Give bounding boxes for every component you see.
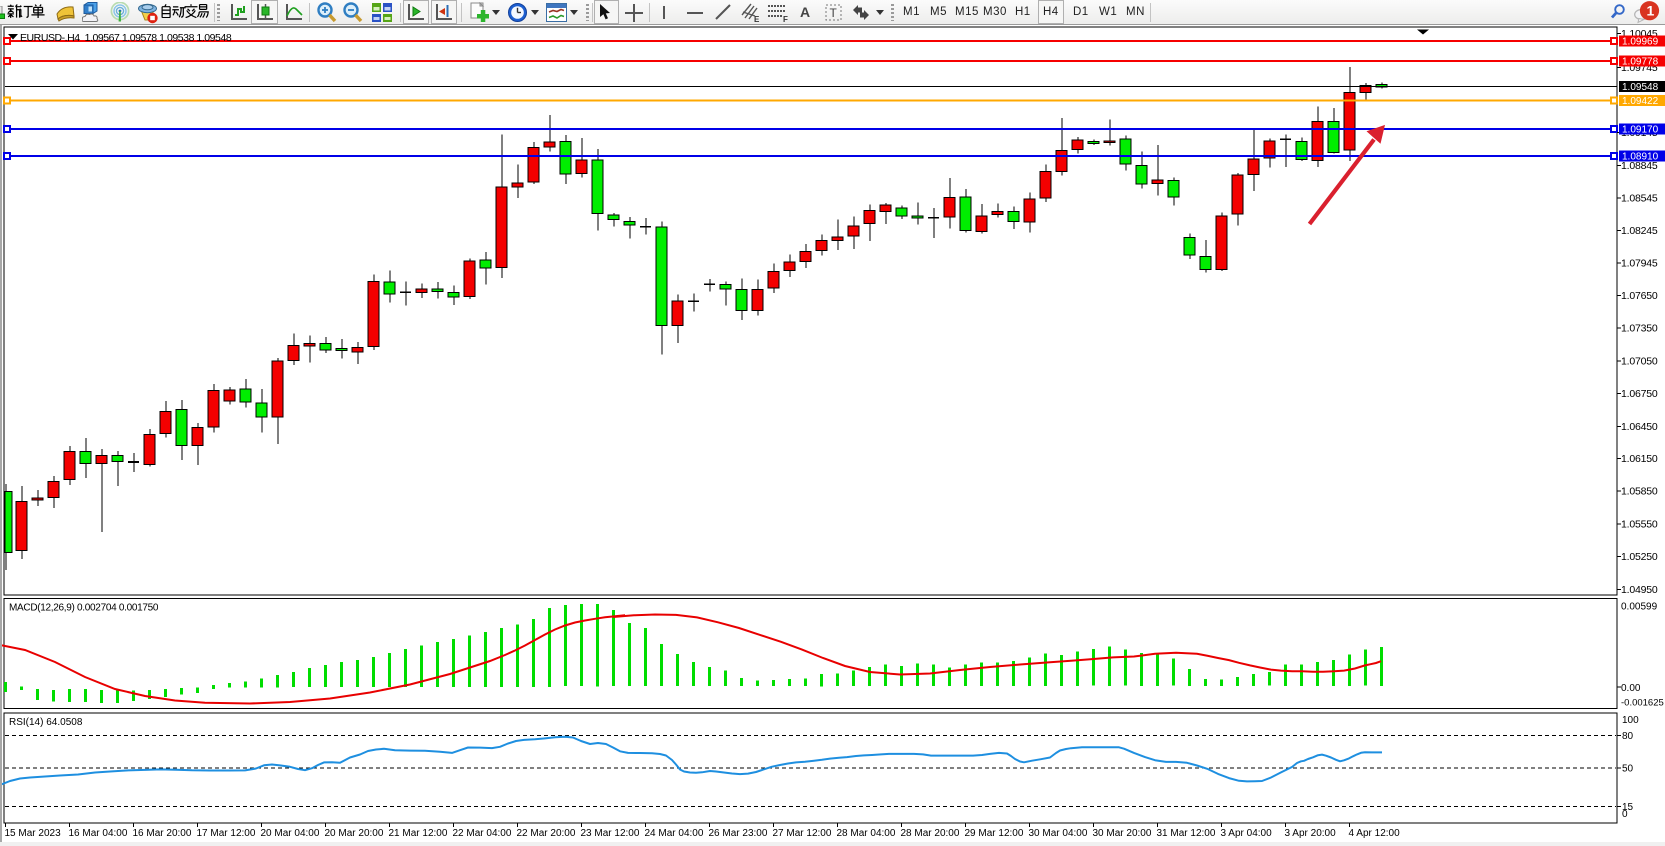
- svg-text:0.00599: 0.00599: [1621, 602, 1658, 613]
- svg-text:28 Mar 04:00: 28 Mar 04:00: [837, 828, 896, 839]
- svg-text:0: 0: [1622, 809, 1628, 820]
- svg-text:22 Mar 20:00: 22 Mar 20:00: [517, 828, 576, 839]
- svg-text:1.08910: 1.08910: [1622, 152, 1659, 163]
- svg-text:16 Mar 20:00: 16 Mar 20:00: [133, 828, 192, 839]
- svg-text:T: T: [830, 6, 838, 20]
- svg-text:EURUSD-.H4 1.09567 1.09578 1.: EURUSD-.H4 1.09567 1.09578 1.09538 1.095…: [20, 32, 232, 44]
- svg-text:F: F: [783, 15, 788, 23]
- svg-text:1.04950: 1.04950: [1621, 584, 1658, 596]
- svg-text:1.09969: 1.09969: [1622, 37, 1659, 48]
- svg-text:17 Mar 12:00: 17 Mar 12:00: [197, 828, 256, 839]
- svg-text:1.05850: 1.05850: [1621, 486, 1658, 498]
- svg-text:16 Mar 04:00: 16 Mar 04:00: [69, 828, 128, 839]
- svg-text:0.00: 0.00: [1621, 683, 1641, 694]
- svg-text:1.07050: 1.07050: [1621, 355, 1658, 367]
- svg-text:1.05550: 1.05550: [1621, 518, 1658, 530]
- svg-text:22 Mar 04:00: 22 Mar 04:00: [453, 828, 512, 839]
- svg-text:31 Mar 12:00: 31 Mar 12:00: [1157, 828, 1216, 839]
- svg-text:4 Apr 12:00: 4 Apr 12:00: [1349, 828, 1401, 839]
- svg-text:100: 100: [1622, 715, 1639, 726]
- svg-text:1.09422: 1.09422: [1622, 96, 1659, 107]
- svg-text:3 Apr 04:00: 3 Apr 04:00: [1221, 828, 1273, 839]
- svg-text:1.07350: 1.07350: [1621, 323, 1658, 335]
- svg-text:20 Mar 20:00: 20 Mar 20:00: [325, 828, 384, 839]
- svg-text:1.09548: 1.09548: [1622, 82, 1659, 93]
- svg-text:15 Mar 2023: 15 Mar 2023: [5, 828, 62, 839]
- svg-text:1.06450: 1.06450: [1621, 421, 1658, 433]
- svg-text:30 Mar 04:00: 30 Mar 04:00: [1029, 828, 1088, 839]
- svg-text:1.08245: 1.08245: [1621, 225, 1658, 237]
- svg-text:1.07650: 1.07650: [1621, 290, 1658, 302]
- svg-text:-0.001625: -0.001625: [1621, 698, 1664, 709]
- svg-text:30 Mar 20:00: 30 Mar 20:00: [1093, 828, 1152, 839]
- svg-text:E: E: [754, 15, 760, 23]
- svg-text:RSI(14) 64.0508: RSI(14) 64.0508: [9, 717, 83, 728]
- svg-text:MACD(12,26,9) 0.002704 0.00175: MACD(12,26,9) 0.002704 0.001750: [9, 603, 159, 614]
- svg-text:80: 80: [1622, 731, 1634, 742]
- svg-text:50: 50: [1622, 764, 1634, 775]
- svg-text:1.07945: 1.07945: [1621, 258, 1658, 270]
- svg-text:1.06150: 1.06150: [1621, 453, 1658, 465]
- svg-text:26 Mar 23:00: 26 Mar 23:00: [709, 828, 768, 839]
- svg-text:1.09778: 1.09778: [1622, 57, 1659, 68]
- svg-text:21 Mar 12:00: 21 Mar 12:00: [389, 828, 448, 839]
- svg-text:15: 15: [1622, 802, 1634, 813]
- svg-text:1.08845: 1.08845: [1621, 160, 1658, 172]
- svg-text:20 Mar 04:00: 20 Mar 04:00: [261, 828, 320, 839]
- svg-text:24 Mar 04:00: 24 Mar 04:00: [645, 828, 704, 839]
- svg-text:1: 1: [1647, 3, 1655, 19]
- svg-text:28 Mar 20:00: 28 Mar 20:00: [901, 828, 960, 839]
- svg-text:1.09170: 1.09170: [1622, 125, 1659, 136]
- svg-text:23 Mar 12:00: 23 Mar 12:00: [581, 828, 640, 839]
- svg-text:1.06750: 1.06750: [1621, 388, 1658, 400]
- svg-text:1.05250: 1.05250: [1621, 551, 1658, 563]
- svg-text:1.08545: 1.08545: [1621, 193, 1658, 205]
- svg-text:27 Mar 12:00: 27 Mar 12:00: [773, 828, 832, 839]
- svg-text:29 Mar 12:00: 29 Mar 12:00: [965, 828, 1024, 839]
- svg-text:3 Apr 20:00: 3 Apr 20:00: [1285, 828, 1337, 839]
